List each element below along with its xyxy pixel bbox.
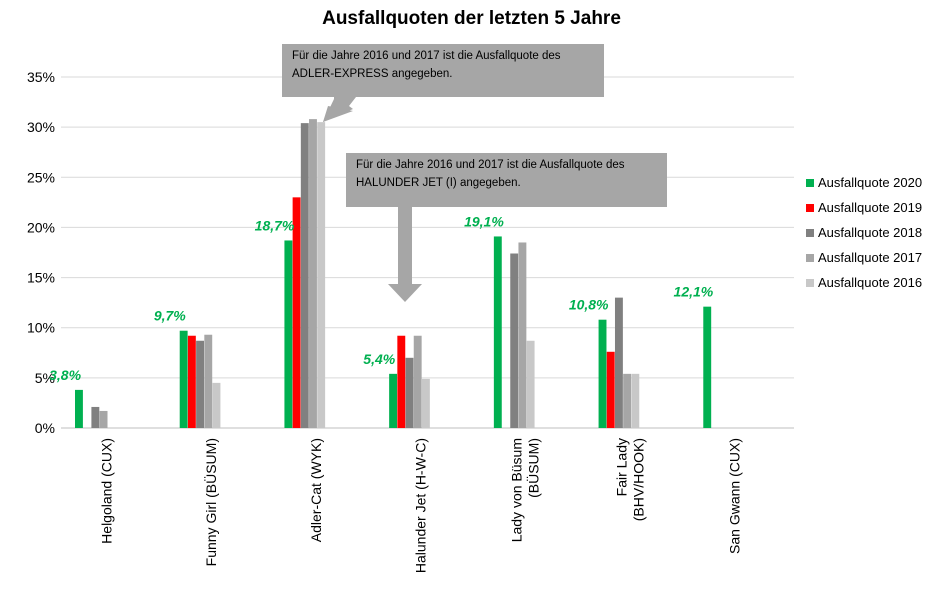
bar — [606, 351, 615, 428]
y-tick-label: 25% — [27, 169, 55, 185]
bar — [493, 236, 502, 428]
bar — [196, 340, 205, 428]
bar — [99, 410, 108, 428]
data-label: 10,8% — [569, 297, 609, 313]
data-label: 12,1% — [674, 284, 714, 300]
y-tick-label: 20% — [27, 219, 55, 235]
chart-legend: Ausfallquote 2020 Ausfallquote 2019 Ausfal… — [806, 170, 922, 295]
legend-swatch — [806, 178, 814, 187]
data-label: 18,7% — [255, 217, 295, 233]
annotation-arrow-halunder-head — [388, 284, 422, 302]
legend-label: Ausfallquote 2020 — [818, 175, 923, 190]
bar — [703, 306, 712, 428]
data-label: 9,7% — [154, 308, 186, 324]
bar — [284, 240, 293, 428]
legend-label: Ausfallquote 2018 — [818, 225, 923, 240]
bar — [598, 319, 607, 428]
x-tick-label-line: Adler-Cat (WYK) — [308, 438, 324, 542]
legend-label: Ausfallquote 2019 — [818, 200, 923, 215]
annotation-halunder-jet-line-1: Für die Jahre 2016 und 2017 ist die Ausf… — [356, 159, 625, 171]
bar — [631, 373, 640, 428]
x-tick-label-line: (BÜSUM) — [525, 438, 542, 498]
x-tick-label-line: Funny Girl (BÜSUM) — [202, 438, 219, 566]
legend-item: Ausfallquote 2016 — [806, 270, 922, 295]
bar — [309, 119, 317, 429]
x-tick-label-line: Halunder Jet (H-W-C) — [413, 438, 429, 573]
y-tick-label: 10% — [27, 320, 55, 336]
legend-item: Ausfallquote 2020 — [806, 170, 922, 195]
y-tick-label: 15% — [27, 270, 55, 286]
y-tick-label: 5% — [35, 370, 55, 386]
x-tick-label: Lady von Büsum (BÜSUM) — [509, 438, 542, 542]
annotation-arrow-adler-head — [323, 106, 353, 122]
legend-label: Ausfallquote 2017 — [818, 250, 923, 265]
annotation-halunder-jet-line-2: HALUNDER JET (I) angegeben. — [356, 177, 521, 189]
bar — [623, 373, 632, 428]
bar — [413, 335, 422, 428]
x-tick-label-line: San Gwann (CUX) — [727, 438, 743, 554]
bar — [510, 253, 519, 428]
bar — [518, 242, 527, 428]
legend-label: Ausfallquote 2016 — [818, 275, 923, 290]
data-label: 19,1% — [464, 213, 504, 229]
bar — [204, 334, 213, 428]
legend-swatch — [806, 278, 814, 287]
bar — [405, 357, 414, 428]
legend-item: Ausfallquote 2019 — [806, 195, 922, 220]
legend-swatch — [806, 253, 814, 262]
legend-swatch — [806, 228, 814, 237]
x-tick-label: Funny Girl (BÜSUM) — [202, 438, 219, 566]
chart-title: Ausfallquoten der letzten 5 Jahre — [322, 8, 621, 29]
bar — [91, 406, 100, 428]
legend-swatch — [806, 203, 814, 212]
x-tick-label-line: Fair Lady — [613, 438, 629, 496]
bar — [421, 378, 430, 428]
bar — [212, 382, 221, 428]
legend-item: Ausfallquote 2018 — [806, 220, 922, 245]
y-tick-label: 30% — [27, 119, 55, 135]
bar — [300, 123, 309, 428]
bar — [614, 297, 623, 428]
legend-item: Ausfallquote 2017 — [806, 245, 922, 270]
bar — [292, 197, 301, 428]
annotation-adler-express-line-2: ADLER-EXPRESS angegeben. — [292, 68, 453, 80]
x-tick-label: Fair Lady (BHV/HOOK) — [613, 438, 646, 521]
annotation-halunder-jet: Für die Jahre 2016 und 2017 ist die Ausf… — [346, 153, 667, 207]
x-tick-label-line: Lady von Büsum — [509, 438, 525, 542]
x-tick-label: Halunder Jet (H-W-C) — [413, 438, 429, 573]
data-label: 5,4% — [363, 351, 395, 367]
x-tick-label-line: Helgoland (CUX) — [98, 438, 114, 544]
y-tick-label: 0% — [35, 420, 55, 436]
bar — [317, 122, 326, 428]
bar — [179, 330, 188, 428]
x-tick-label: Adler-Cat (WYK) — [308, 438, 324, 542]
bar — [187, 335, 196, 428]
annotation-adler-express: Für die Jahre 2016 und 2017 ist die Ausf… — [282, 44, 604, 97]
bar — [397, 335, 406, 428]
bar — [526, 340, 535, 428]
annotation-adler-express-line-1: Für die Jahre 2016 und 2017 ist die Ausf… — [292, 50, 561, 62]
x-tick-label: Helgoland (CUX) — [98, 438, 114, 544]
data-label: 3,8% — [49, 367, 81, 383]
x-tick-label-line: (BHV/HOOK) — [630, 438, 646, 521]
y-tick-label: 35% — [27, 69, 55, 85]
bar — [75, 389, 83, 428]
x-tick-label: San Gwann (CUX) — [727, 438, 743, 554]
annotation-arrow-halunder-shaft — [398, 207, 412, 284]
bar — [389, 373, 398, 428]
